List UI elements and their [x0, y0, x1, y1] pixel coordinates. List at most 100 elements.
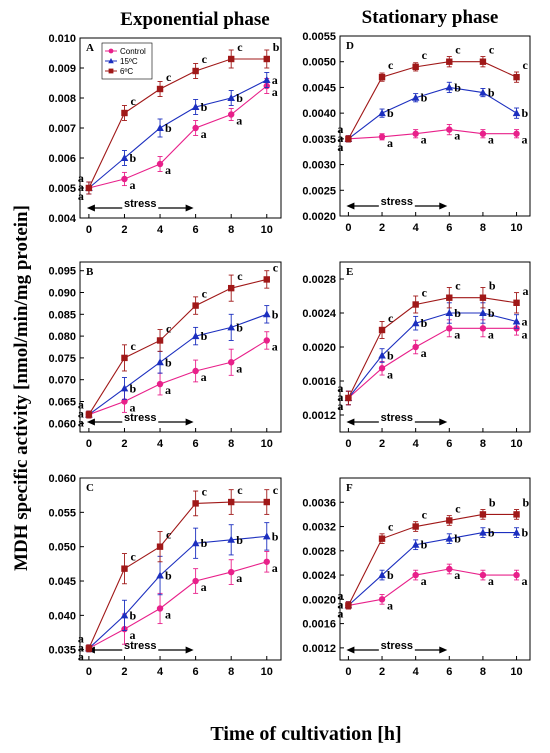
- series-line: [88, 535, 267, 649]
- data-point: [445, 309, 454, 316]
- panel-letter: B: [86, 266, 94, 278]
- significance-label: b: [489, 495, 496, 509]
- significance-label: a: [165, 163, 171, 177]
- stress-arrow-left-head: [346, 646, 355, 654]
- y-tick-label: 0.0045: [302, 82, 336, 94]
- data-point: [345, 135, 352, 143]
- data-point: [262, 532, 271, 540]
- series-line: [348, 129, 517, 140]
- significance-label: b: [236, 320, 243, 334]
- panel-letter: F: [346, 482, 353, 494]
- data-point: [192, 124, 199, 132]
- data-point: [412, 63, 419, 71]
- significance-label: b: [488, 86, 495, 100]
- data-point: [227, 94, 235, 101]
- stress-label-bg: [122, 199, 159, 209]
- significance-label: a: [337, 399, 343, 413]
- series-line: [88, 313, 267, 416]
- data-point: [411, 319, 420, 327]
- col-title-stationary: Stationary phase: [362, 7, 499, 28]
- panel-F: 0.0012 0.0016 0.0020 0.0024 0.0028 0.0032 0.00…: [302, 477, 531, 678]
- series-line: [88, 339, 268, 416]
- y-tick-label: 0.0040: [302, 108, 336, 120]
- significance-label: a: [387, 598, 393, 612]
- legend-marker: [108, 48, 114, 54]
- data-point: [191, 103, 200, 110]
- data-point: [263, 276, 270, 283]
- data-point: [378, 596, 386, 603]
- plot-frame: [79, 261, 282, 433]
- legend-entry: Control: [120, 47, 146, 56]
- significance-label: c: [166, 528, 172, 542]
- stress-arrow-left-head: [86, 418, 95, 426]
- x-tick-label: 4: [157, 224, 164, 236]
- significance-label: a: [337, 390, 343, 404]
- y-tick-label: 0.0055: [302, 31, 336, 43]
- significance-label: c: [455, 43, 461, 57]
- data-point: [262, 76, 271, 83]
- data-point: [156, 337, 164, 344]
- data-point: [378, 326, 386, 334]
- significance-label: a: [78, 407, 84, 421]
- series-line: [348, 568, 517, 606]
- significance-label: a: [421, 574, 427, 588]
- significance-label: a: [236, 114, 242, 128]
- data-point: [192, 577, 199, 585]
- series-line: [348, 86, 517, 140]
- data-point: [412, 571, 419, 579]
- significance-label: b: [273, 40, 280, 54]
- stress-arrow-right-head: [185, 646, 194, 654]
- x-tick-label: 10: [510, 666, 522, 678]
- significance-label: c: [273, 483, 279, 497]
- x-tick-label: 0: [345, 666, 351, 678]
- data-point: [479, 58, 487, 65]
- x-axis-label: Time of cultivation [h]: [210, 723, 401, 745]
- data-point: [446, 58, 453, 65]
- data-point: [412, 301, 419, 308]
- data-point: [445, 83, 454, 91]
- stress-label-bg: [122, 413, 159, 423]
- significance-label: a: [201, 370, 207, 384]
- data-point: [156, 124, 164, 131]
- significance-label: c: [202, 287, 208, 301]
- significance-label: c: [273, 260, 279, 274]
- significance-label: c: [455, 279, 461, 293]
- y-tick-label: 0.0012: [302, 643, 336, 655]
- data-point: [120, 154, 129, 161]
- stress-label: stress: [124, 198, 156, 210]
- significance-label: a: [421, 346, 427, 360]
- significance-label: a: [272, 85, 278, 99]
- significance-label: a: [421, 133, 427, 147]
- series-t6: acc c b a: [337, 279, 528, 413]
- series-line: [347, 312, 517, 399]
- data-point: [227, 55, 235, 63]
- significance-label: a: [337, 122, 343, 136]
- series-line: [88, 501, 267, 649]
- plot-frame: [339, 35, 531, 217]
- series-t6: a c c c c c: [78, 483, 279, 663]
- significance-label: a: [272, 73, 278, 87]
- significance-label: a: [454, 327, 460, 341]
- x-tick-label: 6: [446, 666, 452, 678]
- series-t6: a c c c c b: [78, 40, 280, 203]
- data-point: [479, 309, 487, 316]
- stress-label: stress: [381, 640, 413, 652]
- x-tick-label: 6: [446, 222, 452, 234]
- y-tick-label: 0.0028: [302, 546, 336, 558]
- x-tick-label: 8: [228, 224, 234, 236]
- data-point: [378, 109, 386, 117]
- data-point: [121, 398, 128, 405]
- data-point: [512, 109, 521, 117]
- data-point: [412, 130, 419, 137]
- x-tick-label: 8: [480, 666, 486, 678]
- x-tick-label: 2: [379, 438, 385, 450]
- significance-label: c: [455, 501, 461, 515]
- significance-label: a: [78, 416, 84, 430]
- y-tick-label: 0.050: [48, 542, 76, 554]
- panel-A: 0.004 0.005 0.006 0.007 0.008 0.009 0.010 0 2 4 6 8…: [48, 33, 282, 236]
- data-point: [512, 317, 521, 325]
- data-point: [479, 528, 487, 536]
- data-point: [227, 498, 235, 506]
- legend-entry: 15ºC: [120, 57, 138, 66]
